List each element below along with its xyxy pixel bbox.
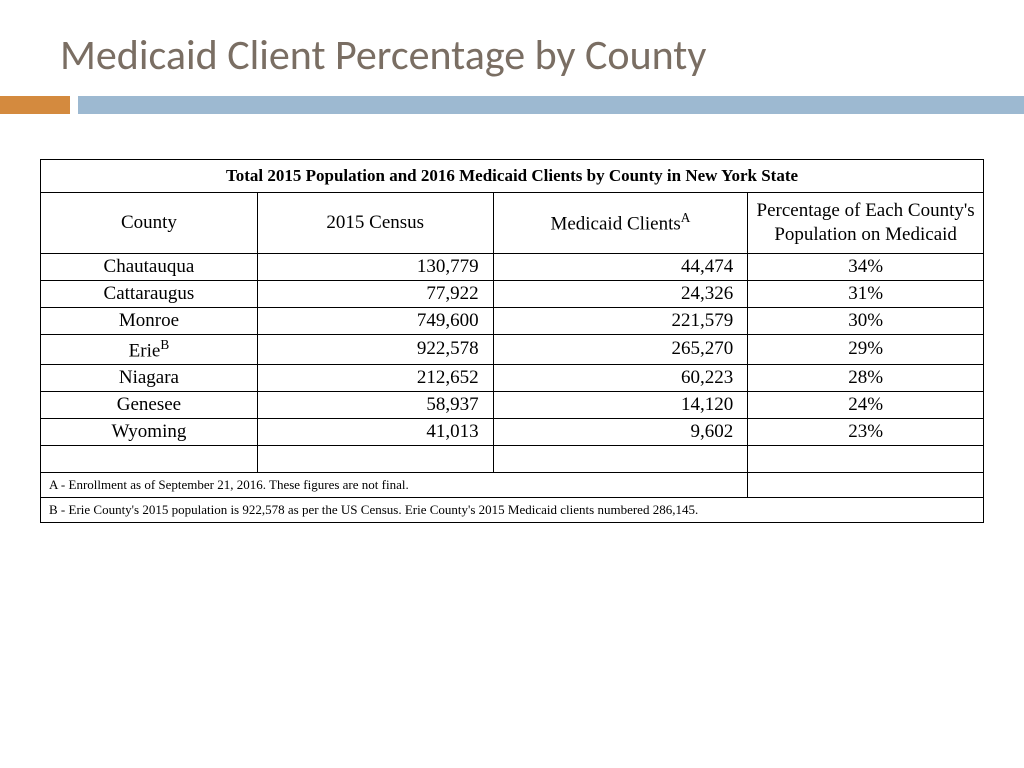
cell-clients: 265,270 [493, 334, 748, 364]
cell-census: 212,652 [257, 364, 493, 391]
table-row: Monroe 749,600 221,579 30% [41, 307, 984, 334]
page-title: Medicaid Client Percentage by County [0, 0, 1024, 96]
footnote-a-blank [748, 472, 984, 497]
cell-census: 58,937 [257, 391, 493, 418]
table-row: ErieB 922,578 265,270 29% [41, 334, 984, 364]
blank-row [41, 445, 984, 472]
cell-pct: 29% [748, 334, 984, 364]
cell-census: 77,922 [257, 280, 493, 307]
cell-census: 130,779 [257, 253, 493, 280]
cell-census: 41,013 [257, 418, 493, 445]
cell-pct: 34% [748, 253, 984, 280]
col-header-census: 2015 Census [257, 193, 493, 254]
medicaid-table: Total 2015 Population and 2016 Medicaid … [40, 159, 984, 523]
cell-county: Cattaraugus [41, 280, 258, 307]
table-title-row: Total 2015 Population and 2016 Medicaid … [41, 160, 984, 193]
table-row: Chautauqua 130,779 44,474 34% [41, 253, 984, 280]
accent-orange-block [0, 96, 70, 114]
footnote-row-a: A - Enrollment as of September 21, 2016.… [41, 472, 984, 497]
table-row: Genesee 58,937 14,120 24% [41, 391, 984, 418]
cell-pct: 23% [748, 418, 984, 445]
cell-county: Chautauqua [41, 253, 258, 280]
col-header-pct: Percentage of Each County's Population o… [748, 193, 984, 254]
cell-clients: 14,120 [493, 391, 748, 418]
footnote-a: A - Enrollment as of September 21, 2016.… [41, 472, 748, 497]
footnote-row-b: B - Erie County's 2015 population is 922… [41, 497, 984, 522]
cell-pct: 24% [748, 391, 984, 418]
cell-county: Wyoming [41, 418, 258, 445]
table-caption: Total 2015 Population and 2016 Medicaid … [41, 160, 984, 193]
accent-bar [0, 96, 1024, 114]
cell-county: Monroe [41, 307, 258, 334]
cell-clients: 60,223 [493, 364, 748, 391]
cell-census: 749,600 [257, 307, 493, 334]
table-row: Wyoming 41,013 9,602 23% [41, 418, 984, 445]
col-header-county: County [41, 193, 258, 254]
table-row: Cattaraugus 77,922 24,326 31% [41, 280, 984, 307]
footnote-b: B - Erie County's 2015 population is 922… [41, 497, 984, 522]
table-header-row: County 2015 Census Medicaid ClientsA Per… [41, 193, 984, 254]
accent-blue-block [78, 96, 1024, 114]
cell-pct: 28% [748, 364, 984, 391]
cell-pct: 31% [748, 280, 984, 307]
cell-county: Genesee [41, 391, 258, 418]
cell-clients: 9,602 [493, 418, 748, 445]
cell-census: 922,578 [257, 334, 493, 364]
cell-pct: 30% [748, 307, 984, 334]
col-header-clients: Medicaid ClientsA [493, 193, 748, 254]
cell-county: Niagara [41, 364, 258, 391]
cell-clients: 24,326 [493, 280, 748, 307]
cell-county: ErieB [41, 334, 258, 364]
cell-clients: 221,579 [493, 307, 748, 334]
cell-clients: 44,474 [493, 253, 748, 280]
table-row: Niagara 212,652 60,223 28% [41, 364, 984, 391]
